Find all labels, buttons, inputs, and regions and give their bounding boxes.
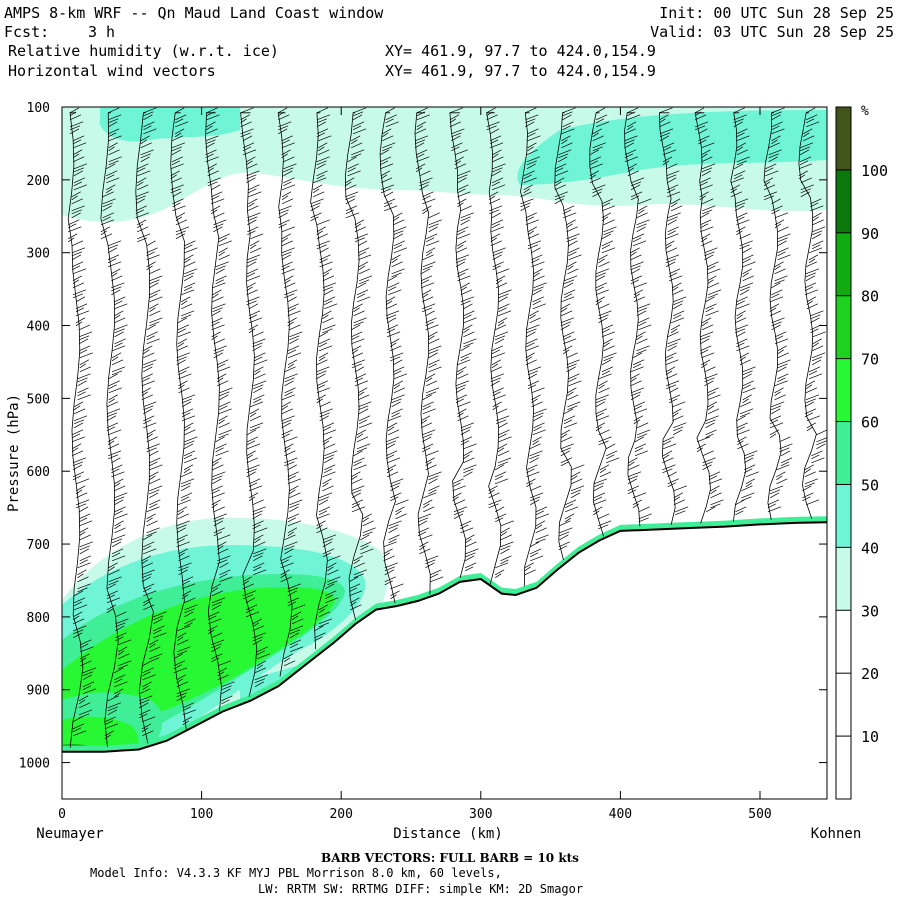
barb-column [449, 107, 479, 579]
colorbar-band [836, 107, 851, 170]
barb-column [589, 107, 620, 537]
colorbar-band [836, 736, 851, 799]
x-tick-label: 0 [58, 807, 66, 822]
barb-column [277, 107, 306, 677]
y-tick-label: 200 [27, 174, 50, 189]
barb-column [554, 107, 585, 561]
field-name-2: Horizontal wind vectors [8, 62, 216, 80]
y-tick-label: 600 [27, 465, 50, 480]
barb-column [310, 107, 341, 650]
plot-frame [61, 106, 828, 800]
x-left-endpoint: Neumayer [36, 826, 103, 842]
colorbar-label: 90 [861, 225, 879, 243]
barb-column [694, 107, 724, 524]
y-tick-label: 700 [27, 538, 50, 553]
colorbar-band [836, 295, 851, 359]
colorbar-band [836, 421, 851, 485]
colorbar-band [836, 169, 851, 233]
rh-shading [62, 107, 827, 799]
y-axis-label: Pressure (hPa) [6, 394, 22, 512]
barb-column [205, 107, 235, 712]
y-tick-label: 400 [27, 320, 50, 335]
colorbar-band [836, 358, 851, 422]
barb-column [240, 107, 270, 697]
rh-contour-band [100, 107, 240, 142]
barb-column [414, 107, 444, 595]
rh-contour-band [62, 760, 101, 799]
model-info-2: LW: RRTM SW: RRTMG DIFF: simple KM: 2D S… [258, 882, 583, 896]
barb-column [658, 107, 689, 525]
colorbar: 10 20 30 40 50 60 70 80 90 100% [835, 104, 888, 800]
xy-range-1: XY= 461.9, 97.7 to 424.0,154.9 [385, 42, 656, 60]
wind-barbs [67, 107, 827, 748]
colorbar-band [836, 547, 851, 611]
x-tick-label: 200 [329, 807, 352, 822]
colorbar-label: 60 [861, 414, 879, 432]
field-name-1: Relative humidity (w.r.t. ice) [8, 42, 279, 60]
x-tick-label: 500 [748, 807, 771, 822]
colorbar-label: 10 [861, 728, 879, 746]
barb-column [520, 107, 550, 587]
colorbar-unit: % [861, 104, 869, 119]
colorbar-band [836, 673, 851, 737]
barb-column [486, 107, 514, 585]
y-tick-label: 300 [27, 247, 50, 262]
colorbar-label: 50 [861, 476, 879, 494]
y-tick-label: 800 [27, 611, 50, 626]
colorbar-label: 40 [861, 539, 879, 557]
init-time: Init: 00 UTC Sun 28 Sep 25 [659, 4, 894, 22]
barb-column [67, 107, 97, 748]
y-tick-label: 1000 [19, 757, 50, 772]
colorbar-band [836, 610, 851, 674]
x-axis-label: Distance (km) [393, 826, 503, 842]
colorbar-label: 70 [861, 351, 879, 369]
colorbar-band [836, 232, 851, 296]
xy-range-2: XY= 461.9, 97.7 to 424.0,154.9 [385, 62, 656, 80]
model-info: Model Info: V4.3.3 KF MYJ PBL Morrison 8… [90, 866, 502, 880]
rh-contour-band [517, 110, 827, 185]
terrain-line [62, 521, 828, 753]
axes: 100 200 300 400 500 600 700 800 900 1000 0 100 200 30… [19, 101, 827, 822]
y-tick-label: 100 [27, 101, 50, 116]
colorbar-label: 30 [861, 602, 879, 620]
rh-contour-band [62, 716, 139, 752]
barb-column [763, 107, 793, 520]
x-right-endpoint: Kohnen [811, 826, 862, 842]
colorbar-label: 20 [861, 665, 879, 683]
barb-column [170, 107, 198, 730]
barb-column [624, 107, 652, 527]
barb-column [135, 107, 167, 744]
valid-time: Valid: 03 UTC Sun 28 Sep 25 [650, 23, 894, 41]
x-tick-label: 400 [609, 807, 632, 822]
barb-column [730, 107, 759, 522]
barb-column [798, 107, 827, 519]
y-tick-label: 500 [27, 392, 50, 407]
x-tick-label: 300 [469, 807, 492, 822]
y-tick-label: 900 [27, 684, 50, 699]
colorbar-band [836, 484, 851, 548]
plot-title: AMPS 8-km WRF -- Qn Maud Land Coast wind… [4, 4, 384, 22]
x-tick-label: 100 [190, 807, 213, 822]
barb-column [379, 107, 409, 604]
fcst-value: 3 h [88, 23, 116, 41]
fcst-label: Fcst: [4, 23, 50, 41]
barb-column [100, 107, 132, 748]
barb-column [344, 107, 376, 621]
rh-contour-band [62, 587, 335, 725]
colorbar-label: 100 [861, 162, 888, 180]
colorbar-label: 80 [861, 288, 879, 306]
barb-note: BARB VECTORS: FULL BARB = 10 kts [321, 851, 579, 865]
